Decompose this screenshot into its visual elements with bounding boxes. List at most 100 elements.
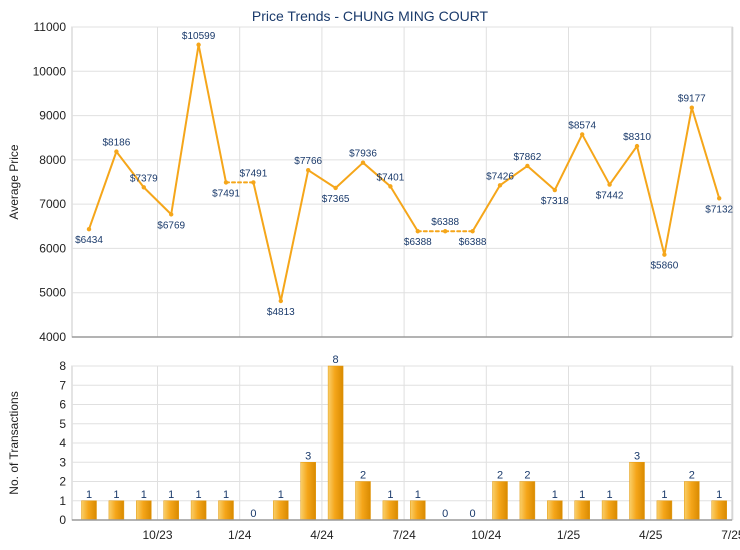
price-panel: 4000 5000 6000 7000 8000 9000 10000 11000 Avera… [7, 20, 734, 344]
price-line-segment [471, 184, 501, 233]
transactions-y-tick-label: 8 [59, 359, 66, 373]
transaction-bar [190, 500, 207, 521]
transaction-bar [81, 500, 97, 521]
transactions-y-ticks: 0 1 2 3 4 5 6 7 8 [59, 359, 66, 527]
transaction-bar [684, 481, 700, 521]
price-point [86, 227, 92, 232]
price-data-label: $8186 [102, 138, 130, 149]
transaction-count-label: 1 [387, 489, 393, 501]
price-data-label: $7318 [541, 196, 569, 207]
price-line-segment [499, 164, 529, 187]
x-axis-tick-label: 1/25 [557, 528, 581, 542]
price-data-label: $7491 [239, 168, 267, 179]
transactions-y-tick-label: 6 [59, 398, 66, 412]
transaction-count-label: 2 [497, 470, 503, 482]
price-data-label: $6388 [431, 217, 459, 228]
price-y-tick-label: 7000 [39, 197, 66, 211]
price-data-label: $7936 [349, 149, 377, 160]
price-y-tick-label: 8000 [39, 153, 66, 167]
price-point [525, 163, 530, 169]
price-line-segment [88, 150, 118, 231]
price-point [415, 229, 420, 234]
transactions-y-tick-label: 0 [59, 513, 66, 527]
x-axis-tick-label: 4/25 [639, 528, 663, 542]
price-line-segment [581, 133, 611, 186]
transaction-bar [656, 500, 673, 521]
transaction-bar [410, 500, 426, 521]
price-data-label: $7766 [294, 156, 322, 167]
price-data-label: $7862 [513, 152, 541, 163]
transaction-bar [136, 500, 152, 521]
chart-title: Price Trends - CHUNG MING COURT [252, 8, 489, 24]
transaction-bar [355, 481, 371, 521]
price-line-segment [307, 169, 337, 189]
price-point [717, 196, 722, 201]
price-data-label: $5860 [650, 261, 678, 272]
x-axis-tick-label: 4/24 [310, 528, 334, 542]
transaction-count-label: 3 [305, 450, 311, 462]
transaction-count-label: 1 [278, 489, 284, 501]
x-axis-tick-label: 7/24 [392, 528, 416, 542]
price-data-label: $9177 [678, 94, 706, 105]
transaction-count-label: 1 [196, 489, 202, 501]
price-data-label: $7379 [130, 173, 158, 184]
transactions-y-tick-label: 3 [59, 455, 66, 469]
price-data-label: $6434 [75, 235, 103, 246]
transactions-y-tick-label: 2 [59, 475, 66, 489]
price-y-tick-label: 11000 [34, 20, 67, 34]
price-data-label: $7401 [376, 172, 404, 183]
price-line-segment [389, 185, 419, 233]
price-data-label: $6388 [404, 237, 432, 248]
transaction-count-labels: 1 1 1 1 1 1 0 1 3 8 2 1 1 0 0 2 2 1 1 1 3 1 2 1 [86, 354, 722, 520]
transaction-count-label: 1 [86, 489, 92, 501]
price-data-label: $7365 [322, 194, 350, 205]
price-data-label: $4813 [267, 307, 295, 318]
price-line-segment [690, 106, 721, 200]
transactions-y-tick-label: 7 [59, 378, 66, 392]
transaction-count-label: 1 [113, 489, 119, 501]
price-y-ticks: 4000 5000 6000 7000 8000 9000 10000 11000 [33, 20, 67, 344]
price-plot-area [71, 26, 733, 338]
price-point [607, 182, 612, 187]
price-point [333, 185, 338, 191]
x-axis-tick-label: 10/24 [471, 528, 501, 542]
price-y-tick-label: 5000 [39, 286, 66, 300]
x-axis-tick-label: 1/24 [228, 528, 252, 542]
transaction-count-label: 0 [442, 508, 448, 520]
price-data-label: $7491 [212, 188, 240, 199]
transaction-bar [574, 500, 590, 521]
price-point [169, 212, 174, 217]
price-line-segment [252, 181, 282, 302]
transaction-count-label: 1 [607, 489, 613, 501]
transaction-count-label: 0 [470, 508, 476, 520]
price-line-segment [115, 150, 145, 189]
transaction-count-label: 1 [579, 489, 585, 501]
price-line-segment [636, 145, 666, 256]
x-axis-tick-label: 7/25 [721, 528, 740, 542]
price-point [196, 42, 201, 47]
transaction-count-label: 3 [634, 450, 640, 462]
transaction-bar [711, 500, 727, 521]
price-line-segment [197, 43, 227, 184]
transaction-bars [81, 365, 727, 521]
price-point [251, 180, 256, 185]
price-line-segment [608, 145, 638, 186]
x-axis-tick-labels: 10/23 1/24 4/24 7/24 10/24 1/25 4/25 7/25 [142, 528, 740, 542]
price-data-labels: $6434 $8186 $7379 $6769 $10599 $7491 $7491 $481… [75, 31, 733, 318]
price-point [497, 183, 503, 188]
transaction-bar [519, 481, 536, 521]
transaction-bar [629, 462, 645, 521]
price-line-segment [142, 186, 173, 216]
price-line-segment [279, 169, 310, 302]
transaction-count-label: 2 [689, 470, 695, 482]
price-line-segment [170, 43, 200, 216]
transaction-bar [273, 500, 289, 521]
price-y-tick-label: 9000 [39, 109, 66, 123]
transaction-bar [218, 500, 234, 521]
transaction-bar [547, 500, 563, 521]
price-point [662, 252, 667, 257]
price-line-segment [526, 164, 556, 192]
transaction-count-label: 1 [141, 489, 147, 501]
price-line-segment [663, 106, 693, 256]
price-y-tick-label: 10000 [33, 64, 67, 78]
